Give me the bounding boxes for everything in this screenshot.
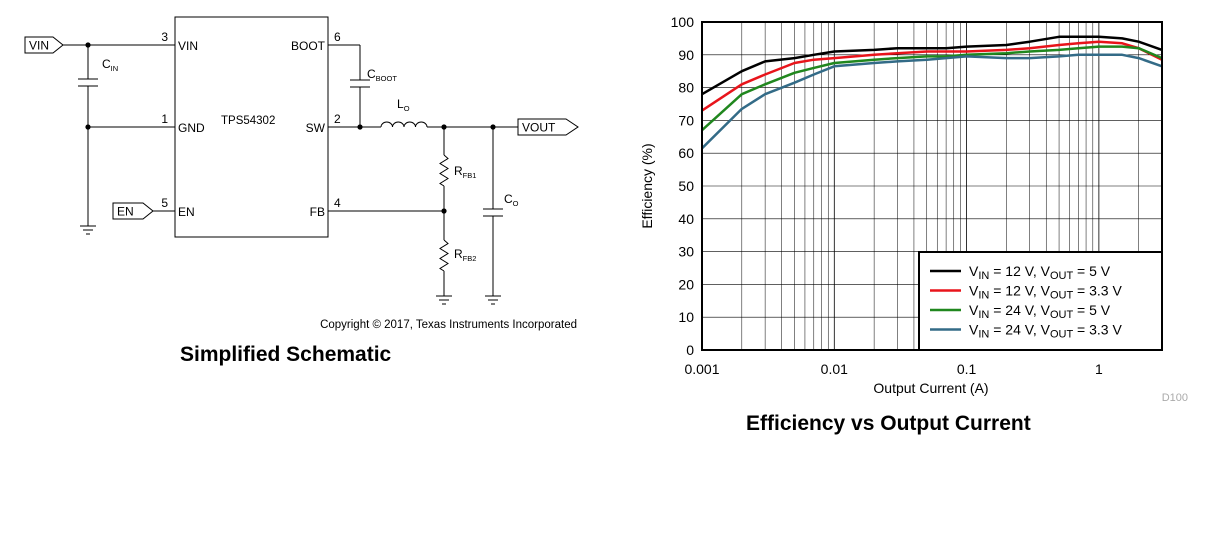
vin-port bbox=[24, 36, 64, 54]
y-tick-label: 40 bbox=[678, 211, 694, 227]
x-tick-label: 0.001 bbox=[684, 361, 719, 377]
pin-en-name: EN bbox=[178, 205, 195, 219]
chart-watermark: D100 bbox=[1162, 392, 1188, 404]
chart-title: Efficiency vs Output Current bbox=[746, 412, 1031, 435]
pin-gnd-number: 1 bbox=[161, 112, 168, 126]
resistor-rfb2 bbox=[439, 239, 449, 272]
y-tick-label: 50 bbox=[678, 178, 694, 194]
vout-port bbox=[517, 118, 579, 136]
simplified-schematic: VIN EN VOUT TPS54302 VIN GND EN BOOT SW … bbox=[24, 16, 579, 331]
pin-vin-name: VIN bbox=[178, 39, 198, 53]
series-line bbox=[701, 35, 1163, 96]
lo-label: LO bbox=[397, 97, 410, 113]
legend-label: VIN = 12 V, VOUT = 5 V bbox=[969, 263, 1111, 282]
pin-fb-number: 4 bbox=[334, 196, 341, 210]
chart-series bbox=[701, 35, 1163, 150]
x-tick-label: 0.01 bbox=[821, 361, 848, 377]
pin-sw-number: 2 bbox=[334, 112, 341, 126]
legend-label: VIN = 24 V, VOUT = 5 V bbox=[969, 302, 1111, 321]
x-tick-label: 0.1 bbox=[957, 361, 977, 377]
y-tick-label: 70 bbox=[678, 112, 694, 128]
pin-vin-number: 3 bbox=[161, 30, 168, 44]
vout-port-label: VOUT bbox=[522, 121, 556, 135]
schematic-caption: Simplified Schematic bbox=[180, 343, 392, 366]
y-tick-label: 20 bbox=[678, 276, 694, 292]
x-tick-label: 1 bbox=[1095, 361, 1103, 377]
pin-fb-name: FB bbox=[310, 205, 325, 219]
en-port-label: EN bbox=[117, 205, 134, 219]
y-tick-label: 30 bbox=[678, 244, 694, 260]
chip-name: TPS54302 bbox=[221, 115, 275, 127]
legend-label: VIN = 24 V, VOUT = 3.3 V bbox=[969, 322, 1122, 341]
cin-label: CIN bbox=[102, 57, 118, 73]
series-line bbox=[701, 53, 1163, 150]
pin-en-number: 5 bbox=[161, 196, 168, 210]
vin-port-label: VIN bbox=[29, 39, 49, 53]
rfb1-label: RFB1 bbox=[454, 164, 476, 180]
efficiency-chart: 0 10 20 30 40 50 60 70 80 90 100 0.001 0.01 0.1 1 Eff… bbox=[639, 14, 1188, 404]
pin-boot-number: 6 bbox=[334, 30, 341, 44]
y-axis-label: Efficiency (%) bbox=[639, 143, 655, 228]
inductor-lo bbox=[380, 121, 428, 128]
pin-gnd-name: GND bbox=[178, 121, 205, 135]
cboot-label: CBOOT bbox=[367, 67, 397, 83]
series-line bbox=[701, 45, 1163, 132]
y-tick-label: 100 bbox=[671, 14, 695, 30]
series-line bbox=[701, 40, 1163, 112]
co-label: CO bbox=[504, 192, 519, 208]
y-tick-label: 0 bbox=[686, 342, 694, 358]
resistor-rfb1 bbox=[439, 154, 449, 187]
x-axis-label: Output Current (A) bbox=[873, 380, 988, 396]
pin-sw-name: SW bbox=[306, 121, 326, 135]
en-port bbox=[112, 202, 154, 220]
copyright-text: Copyright © 2017, Texas Instruments Inco… bbox=[320, 319, 577, 331]
y-tick-label: 90 bbox=[678, 47, 694, 63]
legend-label: VIN = 12 V, VOUT = 3.3 V bbox=[969, 283, 1122, 302]
y-tick-labels: 0 10 20 30 40 50 60 70 80 90 100 bbox=[671, 14, 695, 358]
y-tick-label: 10 bbox=[678, 309, 694, 325]
y-tick-label: 80 bbox=[678, 80, 694, 96]
x-tick-labels: 0.001 0.01 0.1 1 bbox=[684, 361, 1103, 377]
rfb2-label: RFB2 bbox=[454, 247, 476, 263]
pin-boot-name: BOOT bbox=[291, 39, 326, 53]
y-tick-label: 60 bbox=[678, 145, 694, 161]
